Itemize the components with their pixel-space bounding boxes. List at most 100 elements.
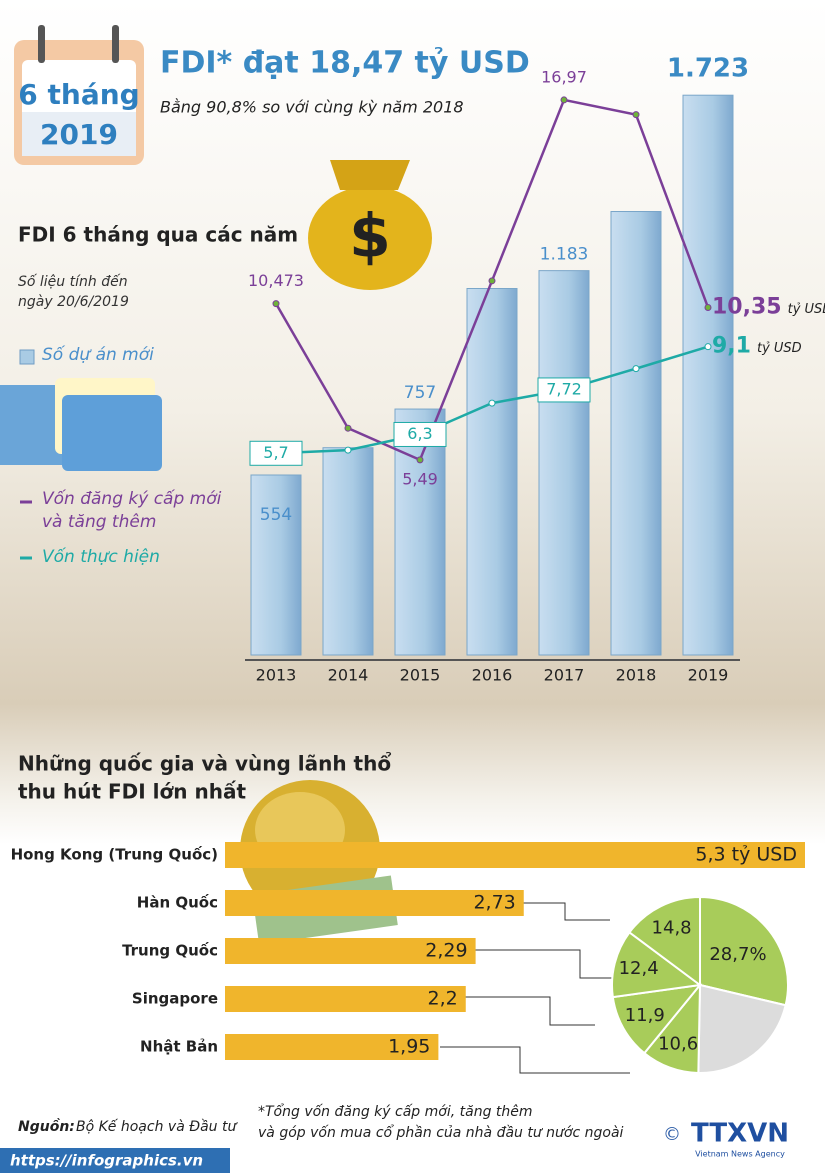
value-label: 10,35 — [712, 294, 782, 319]
x-tick-label: 2013 — [256, 666, 297, 685]
section-title: FDI 6 tháng qua các năm — [18, 223, 298, 247]
section-title: thu hút FDI lớn nhất — [18, 780, 246, 804]
note: ngày 20/6/2019 — [18, 294, 129, 310]
pie-slice — [611, 983, 703, 1055]
source-label: Nguồn: — [18, 1118, 75, 1135]
bar — [466, 288, 518, 656]
legend-swatch — [19, 349, 35, 365]
value-label: 16,97 — [541, 67, 587, 86]
connector — [500, 902, 610, 921]
title: FDI* đạt 18,47 tỷ USD — [160, 46, 530, 81]
point — [632, 111, 640, 119]
point — [632, 365, 640, 373]
folder-icon — [62, 395, 162, 471]
value-label: 5,49 — [402, 469, 438, 488]
value-label: 5,3 tỷ USD — [695, 844, 797, 866]
pie-slice — [628, 895, 701, 987]
label-box — [249, 440, 303, 466]
label-box — [537, 377, 591, 403]
value-label: 5,7 — [263, 443, 288, 462]
value-label: 10,473 — [248, 271, 304, 290]
footnote: và góp vốn mua cổ phần của nhà đầu tư nư… — [258, 1124, 624, 1141]
connector — [460, 996, 595, 1026]
x-tick-label: 2015 — [400, 666, 441, 685]
value-label: 757 — [404, 383, 436, 403]
bar — [225, 938, 476, 964]
legend-label: Vốn thực hiện — [42, 547, 160, 567]
value-label: 6,3 — [407, 424, 432, 443]
value-label: 7,72 — [546, 379, 582, 398]
point — [704, 303, 712, 311]
source: Bộ Kế hoạch và Đầu tư — [76, 1118, 238, 1135]
value-label: 2,29 — [425, 940, 467, 962]
calendar-band — [22, 112, 136, 156]
bar — [394, 408, 446, 656]
point — [344, 424, 352, 432]
value-label: 28,7% — [709, 944, 766, 965]
value-label: 12,4 — [619, 958, 659, 979]
url-band — [0, 1148, 230, 1173]
x-tick-label: 2019 — [688, 666, 729, 685]
value-label: 11,9 — [625, 1005, 665, 1026]
point — [488, 399, 496, 407]
legend-label: Số dự án mới — [42, 345, 154, 365]
bar — [610, 211, 662, 656]
calendar-ring — [38, 25, 45, 63]
logo: TTXVN — [691, 1119, 789, 1149]
point — [272, 300, 280, 308]
url[interactable]: https://infographics.vn — [10, 1152, 203, 1170]
agency: Vietnam News Agency — [695, 1150, 785, 1159]
value-label: 10,6 — [658, 1033, 698, 1054]
bar — [538, 270, 590, 656]
subtitle: Bằng 90,8% so với cùng kỳ năm 2018 — [160, 98, 464, 117]
pie-slice — [699, 895, 789, 1007]
copyright: © — [663, 1124, 681, 1145]
x-tick-label: 2017 — [544, 666, 585, 685]
point — [560, 96, 568, 104]
x-tick-label: 2018 — [616, 666, 657, 685]
bar — [682, 94, 734, 656]
section-title: Những quốc gia và vùng lãnh thổ — [18, 752, 391, 776]
value-label: 1.183 — [540, 245, 589, 265]
category-label: Nhật Bản — [140, 1038, 218, 1056]
value-label: 2,73 — [473, 892, 515, 914]
unit: tỷ USD — [788, 302, 825, 317]
point — [416, 456, 424, 464]
category-label: Singapore — [132, 990, 218, 1008]
value-label: 1.723 — [667, 54, 749, 84]
label-box — [393, 421, 447, 447]
calendar-bottom: 2019 — [40, 118, 118, 151]
category-label: Hàn Quốc — [137, 893, 218, 912]
money-bag-neck — [330, 160, 410, 190]
value-label: 1,95 — [388, 1036, 430, 1058]
connector — [440, 1046, 630, 1074]
bar — [225, 890, 524, 916]
bar — [225, 842, 805, 868]
value-label: 554 — [260, 505, 292, 525]
calendar-ring — [112, 25, 119, 63]
bar — [225, 986, 466, 1012]
note: Số liệu tính đến — [18, 273, 128, 290]
category-label: Hong Kong (Trung Quốc) — [11, 845, 218, 864]
bar — [225, 1034, 439, 1060]
pie-slice — [611, 930, 703, 999]
value-label: 9,1 — [712, 334, 751, 359]
pie-slice — [697, 983, 787, 1074]
money-bag — [308, 186, 432, 290]
calendar-top: 6 tháng — [18, 78, 139, 111]
unit: tỷ USD — [757, 341, 802, 356]
bar — [322, 447, 374, 656]
footnote: *Tổng vốn đăng ký cấp mới, tăng thêm — [258, 1103, 533, 1120]
value-label: 2,2 — [428, 988, 458, 1010]
dollar-sign: $ — [349, 202, 391, 272]
point — [488, 277, 496, 285]
x-tick-label: 2014 — [328, 666, 369, 685]
connector — [470, 949, 612, 979]
legend-label: Vốn đăng ký cấp mới và tăng thêm — [42, 489, 222, 532]
category-label: Trung Quốc — [122, 941, 218, 960]
value-label: 14,8 — [652, 917, 692, 938]
bar — [250, 474, 302, 656]
x-tick-label: 2016 — [472, 666, 513, 685]
